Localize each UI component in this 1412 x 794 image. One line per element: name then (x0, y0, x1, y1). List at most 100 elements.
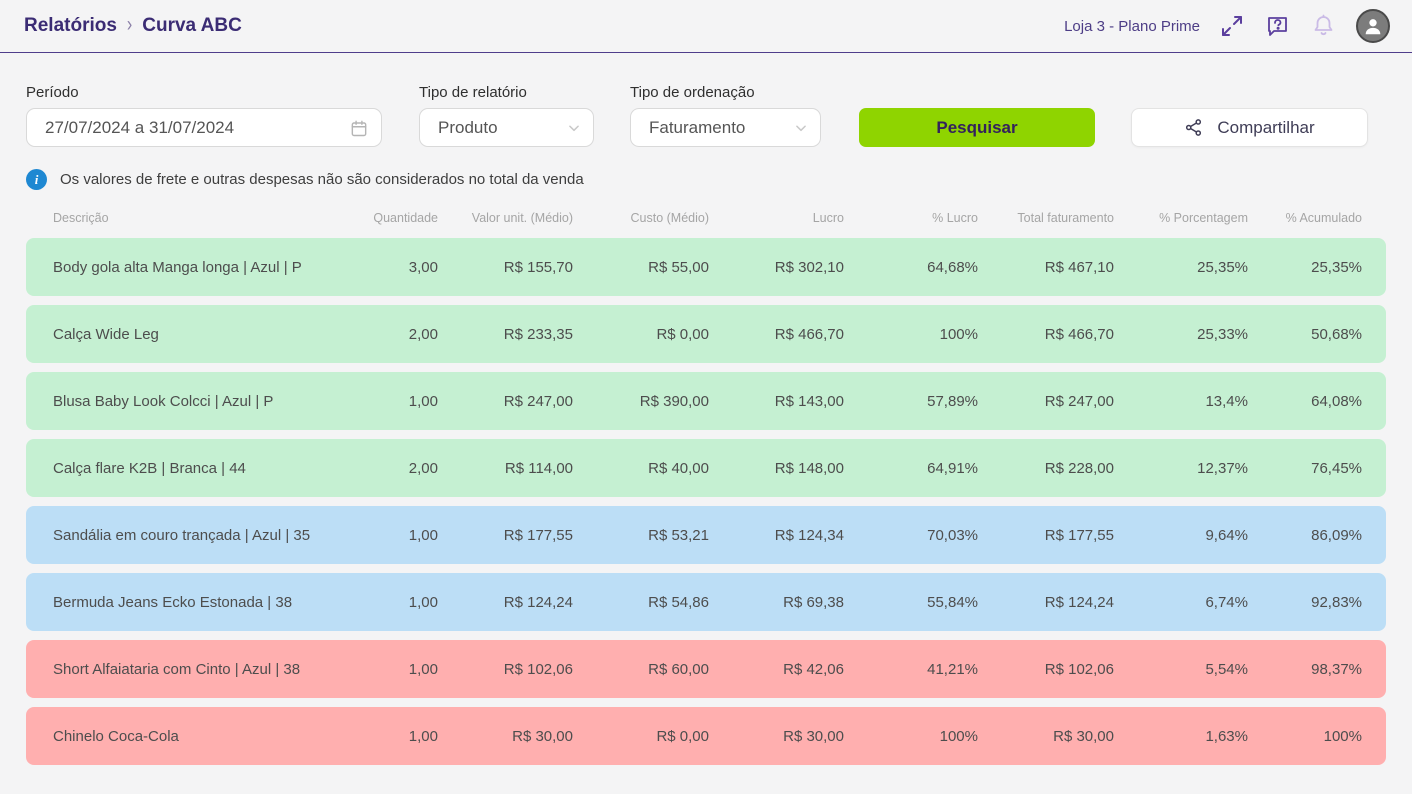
share-button[interactable]: Compartilhar (1131, 108, 1368, 147)
report-type-value: Produto (438, 117, 498, 137)
order-type-label: Tipo de ordenação (630, 84, 755, 101)
cell-value: R$ 114,00 (504, 459, 573, 477)
column-header: % Porcentagem (1159, 211, 1248, 225)
info-icon: i (26, 169, 47, 190)
cell-value: 100% (1323, 727, 1362, 745)
info-note: i Os valores de frete e outras despesas … (0, 169, 1412, 190)
cell-value: R$ 466,70 (1044, 325, 1114, 343)
cell-value: R$ 177,55 (1044, 526, 1114, 544)
cell-value: 41,21% (927, 660, 978, 678)
expand-icon[interactable] (1220, 14, 1244, 38)
cell-value: 6,74% (1205, 593, 1248, 611)
cell-value: R$ 102,06 (1044, 660, 1114, 678)
cell-value: 9,64% (1205, 526, 1248, 544)
table-row[interactable]: Bermuda Jeans Ecko Estonada | 38 1,00 R$ 1… (26, 573, 1386, 631)
cell-value: 100% (939, 727, 978, 745)
cell-value: R$ 42,06 (783, 660, 844, 678)
table-row[interactable]: Chinelo Coca-Cola 1,00 R$ 30,00 R$ 0,00 R$ 3… (26, 707, 1386, 765)
table-row[interactable]: Body gola alta Manga longa | Azul | P 3,0… (26, 238, 1386, 296)
chevron-down-icon (569, 124, 579, 131)
cell-value: 25,35% (1311, 258, 1362, 276)
table-row[interactable]: Calça Wide Leg 2,00 R$ 233,35 R$ 0,00 R$ 466… (26, 305, 1386, 363)
column-header: Quantidade (373, 211, 438, 225)
column-header: Valor unit. (Médio) (471, 211, 573, 225)
product-description: Chinelo Coca-Cola (53, 727, 179, 745)
page-title: Curva ABC (142, 15, 242, 36)
cell-value: 57,89% (927, 392, 978, 410)
avatar[interactable] (1356, 9, 1390, 43)
column-header: Descrição (53, 211, 109, 225)
topbar: Relatórios › Curva ABC Loja 3 - Plano Pr… (0, 0, 1412, 53)
order-type-select[interactable]: Faturamento (630, 108, 821, 147)
cell-value: R$ 467,10 (1044, 258, 1114, 276)
cell-value: R$ 54,86 (648, 593, 709, 611)
cell-value: R$ 143,00 (774, 392, 844, 410)
cell-value: R$ 30,00 (783, 727, 844, 745)
cell-value: R$ 40,00 (648, 459, 709, 477)
report-type-select[interactable]: Produto (419, 108, 594, 147)
bell-icon[interactable] (1311, 13, 1336, 39)
cell-value: R$ 124,24 (503, 593, 573, 611)
breadcrumb-parent-link[interactable]: Relatórios (24, 15, 117, 36)
order-type-value: Faturamento (649, 117, 746, 137)
cell-value: 1,00 (408, 727, 438, 745)
cell-value: R$ 0,00 (656, 325, 709, 343)
period-input[interactable]: 27/07/2024 a 31/07/2024 (26, 108, 382, 147)
cell-value: 100% (939, 325, 978, 343)
cell-value: R$ 466,70 (774, 325, 844, 343)
cell-value: R$ 0,00 (656, 727, 709, 745)
abc-curve-table: Descrição Quantidade Valor unit. (Médio) Cu… (0, 211, 1412, 765)
cell-value: 64,68% (927, 258, 978, 276)
cell-value: 76,45% (1311, 459, 1362, 477)
cell-value: 92,83% (1311, 593, 1362, 611)
cell-value: R$ 55,00 (648, 258, 709, 276)
cell-value: R$ 69,38 (783, 593, 844, 611)
cell-value: R$ 102,06 (503, 660, 573, 678)
cell-value: 25,33% (1197, 325, 1248, 343)
product-description: Bermuda Jeans Ecko Estonada | 38 (53, 593, 293, 611)
report-type-group: Tipo de relatório Produto (382, 84, 594, 147)
column-header: Lucro (812, 211, 844, 225)
cell-value: 12,37% (1197, 459, 1248, 477)
search-button[interactable]: Pesquisar (859, 108, 1095, 147)
info-note-text: Os valores de frete e outras despesas nã… (60, 171, 584, 188)
share-button-label: Compartilhar (1217, 117, 1315, 137)
table-row[interactable]: Sandália em couro trançada | Azul | 35 1,… (26, 506, 1386, 564)
cell-value: 55,84% (927, 593, 978, 611)
cell-value: R$ 53,21 (648, 526, 709, 544)
cell-value: 1,00 (408, 392, 438, 410)
cell-value: 1,00 (408, 593, 438, 611)
cell-value: R$ 155,70 (503, 258, 573, 276)
cell-value: R$ 228,00 (1044, 459, 1114, 477)
share-icon (1186, 119, 1202, 136)
topbar-right: Loja 3 - Plano Prime (1064, 9, 1390, 43)
cell-value: R$ 233,35 (503, 325, 573, 343)
cell-value: 3,00 (408, 258, 438, 276)
cell-value: 5,54% (1205, 660, 1248, 678)
cell-value: 86,09% (1311, 526, 1362, 544)
cell-value: R$ 177,55 (503, 526, 573, 544)
cell-value: 64,91% (927, 459, 978, 477)
cell-value: R$ 302,10 (774, 258, 844, 276)
table-row[interactable]: Blusa Baby Look Colcci | Azul | P 1,00 R$ … (26, 372, 1386, 430)
cell-value: 70,03% (927, 526, 978, 544)
product-description: Calça flare K2B | Branca | 44 (53, 459, 246, 477)
filters-bar: Período 27/07/2024 a 31/07/2024 Tipo de … (0, 84, 1412, 147)
cell-value: 1,63% (1205, 727, 1248, 745)
help-chat-icon[interactable] (1264, 13, 1291, 39)
table-row[interactable]: Calça flare K2B | Branca | 44 2,00 R$ 114,… (26, 439, 1386, 497)
column-header: % Acumulado (1285, 211, 1362, 225)
product-description: Sandália em couro trançada | Azul | 35 (53, 526, 311, 544)
cell-value: R$ 30,00 (512, 727, 573, 745)
breadcrumb: Relatórios › Curva ABC (24, 14, 242, 37)
cell-value: 2,00 (408, 325, 438, 343)
cell-value: R$ 247,00 (1044, 392, 1114, 410)
product-description: Short Alfaiataria com Cinto | Azul | 38 (53, 660, 301, 678)
cell-value: R$ 60,00 (648, 660, 709, 678)
cell-value: 2,00 (408, 459, 438, 477)
product-description: Blusa Baby Look Colcci | Azul | P (53, 392, 274, 410)
period-label: Período (26, 84, 79, 101)
cell-value: R$ 148,00 (774, 459, 844, 477)
table-row[interactable]: Short Alfaiataria com Cinto | Azul | 38 1… (26, 640, 1386, 698)
product-description: Calça Wide Leg (53, 325, 159, 343)
